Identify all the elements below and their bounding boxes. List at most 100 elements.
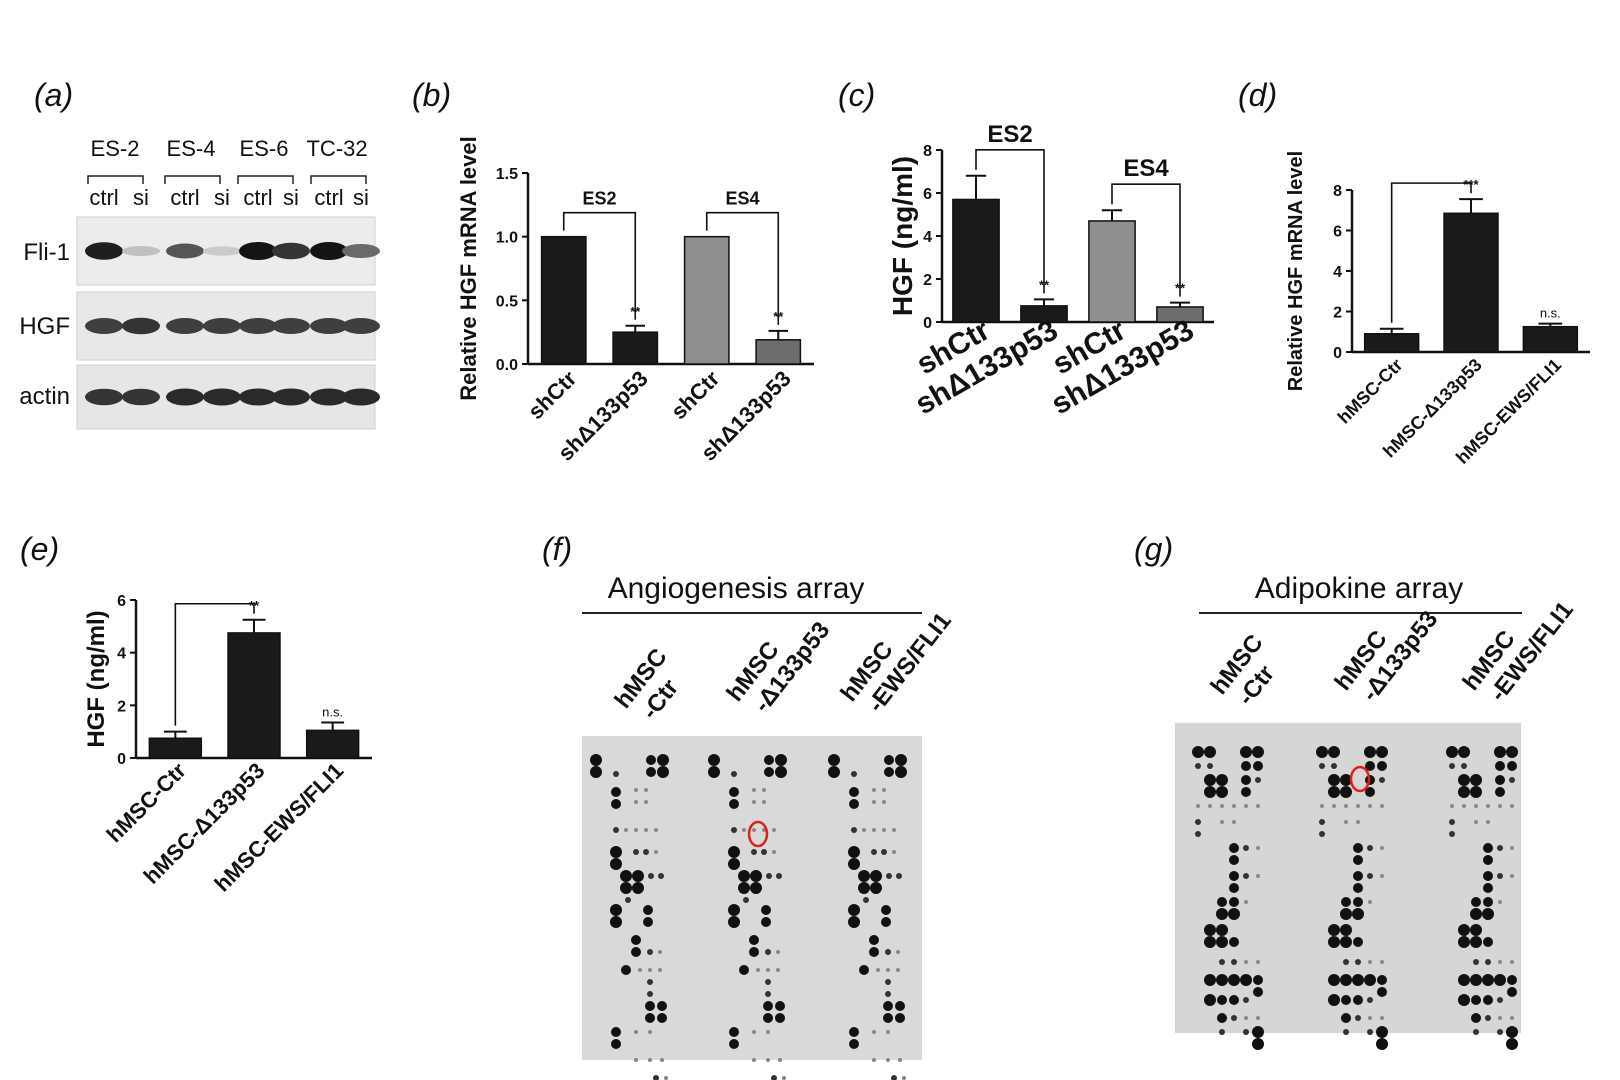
array-spot <box>1474 804 1478 808</box>
array-spot <box>1328 936 1340 948</box>
array-spot <box>1340 924 1352 936</box>
blot-band <box>342 388 380 406</box>
array-spot <box>1216 974 1228 986</box>
array-spot <box>1458 786 1470 798</box>
array-spot <box>1483 855 1493 865</box>
array-spot <box>1483 995 1493 1005</box>
bar <box>612 331 659 365</box>
lane-label: ctrl <box>314 185 343 210</box>
array-spot <box>870 882 882 894</box>
array-spot <box>764 767 774 777</box>
array-spot <box>883 1013 893 1023</box>
array-spot <box>858 882 870 894</box>
array-spot <box>1217 995 1227 1005</box>
array-spot <box>1353 883 1363 893</box>
array-spot <box>1380 960 1384 964</box>
bar <box>1088 220 1136 323</box>
array-spot <box>611 1039 621 1049</box>
y-tick-label: 8 <box>1333 183 1342 200</box>
array-spots <box>590 754 907 1080</box>
array-spot <box>1256 804 1260 808</box>
array-spot <box>1216 774 1228 786</box>
array-spot <box>1471 995 1481 1005</box>
array-spot <box>590 766 602 778</box>
significance-marker: ** <box>1175 281 1186 296</box>
bar <box>1522 325 1579 353</box>
lane-bracket <box>164 175 221 184</box>
array-spot <box>1256 1016 1260 1020</box>
bar-chart-b: 0.0 0.5 1.0 1.5 Relative HGF mRNA level shCtr… <box>456 136 814 466</box>
array-spot <box>632 882 644 894</box>
array-spot <box>1509 777 1515 783</box>
array-spot <box>1498 900 1502 904</box>
array-spot <box>848 916 860 928</box>
array-spot <box>1470 774 1482 786</box>
array-spot <box>849 787 859 797</box>
array-spot <box>876 968 880 972</box>
array-spot <box>1367 997 1373 1003</box>
array-spot <box>1240 974 1252 986</box>
array-spot <box>1229 843 1239 853</box>
array-spot <box>1331 763 1337 769</box>
array-spot <box>766 1058 770 1062</box>
y-axis-label: Relative HGF mRNA level <box>1285 151 1307 391</box>
array-spot <box>885 979 891 985</box>
panel-letter-d: (d) <box>1238 77 1277 113</box>
blot-band <box>310 388 348 406</box>
array-spot <box>1449 831 1455 837</box>
array-spot <box>613 827 619 833</box>
lane-bracket <box>237 175 294 184</box>
category-label: hMSC-Ctr <box>1334 355 1407 428</box>
array-spot <box>1470 936 1482 948</box>
array-spot <box>1506 746 1518 758</box>
array-spot <box>749 935 759 945</box>
array-spot <box>1353 843 1363 853</box>
array-spot <box>648 1030 652 1034</box>
array-spot <box>1506 1026 1518 1038</box>
array-spot <box>776 968 780 972</box>
array-spot <box>1377 761 1387 771</box>
blot-band <box>85 318 123 334</box>
array-spot <box>762 800 766 804</box>
array-spot <box>775 766 787 778</box>
array-spot <box>658 950 662 954</box>
significance-marker: ** <box>249 598 260 613</box>
significance-marker: *** <box>1463 177 1479 192</box>
array-spot <box>1380 1016 1384 1020</box>
array-spot <box>1241 775 1251 785</box>
array-spot <box>610 916 622 928</box>
array-spot <box>1449 763 1455 769</box>
array-spot <box>654 850 658 854</box>
array-spot <box>625 897 631 903</box>
array-spot <box>1377 987 1387 997</box>
array-spot <box>869 935 879 945</box>
array-spot <box>660 1058 664 1062</box>
array-spot <box>1216 786 1228 798</box>
array-spot <box>634 1058 638 1062</box>
array-spot <box>775 754 787 766</box>
lane-label: ctrl <box>243 185 272 210</box>
array-spot <box>1458 746 1470 758</box>
array-spot <box>1220 820 1224 824</box>
y-tick-label: 6 <box>1333 224 1342 241</box>
y-tick-label: 0 <box>1333 345 1342 362</box>
array-spot <box>1256 960 1260 964</box>
y-tick-label: 6 <box>923 186 932 203</box>
array-spot <box>869 947 879 957</box>
array-spot <box>1232 804 1236 808</box>
array-spot <box>610 846 622 858</box>
panel-letter-e: (e) <box>20 531 59 567</box>
array-spot <box>634 1030 638 1034</box>
array-spot <box>1204 786 1216 798</box>
panel-letter-f: (f) <box>542 531 572 567</box>
array-spot <box>1328 774 1340 786</box>
array-spot <box>648 1058 652 1062</box>
array-spot <box>658 968 662 972</box>
blot-band <box>166 243 204 259</box>
array-spot <box>1365 761 1375 771</box>
array-spot <box>1510 960 1514 964</box>
array-spot <box>863 897 869 903</box>
angiogenesis-array-panel: Angiogenesis array hMSC -Ctr hMSC -Δ133p… <box>582 572 957 1080</box>
array-spot <box>1255 777 1261 783</box>
lane-bracket <box>310 175 367 184</box>
